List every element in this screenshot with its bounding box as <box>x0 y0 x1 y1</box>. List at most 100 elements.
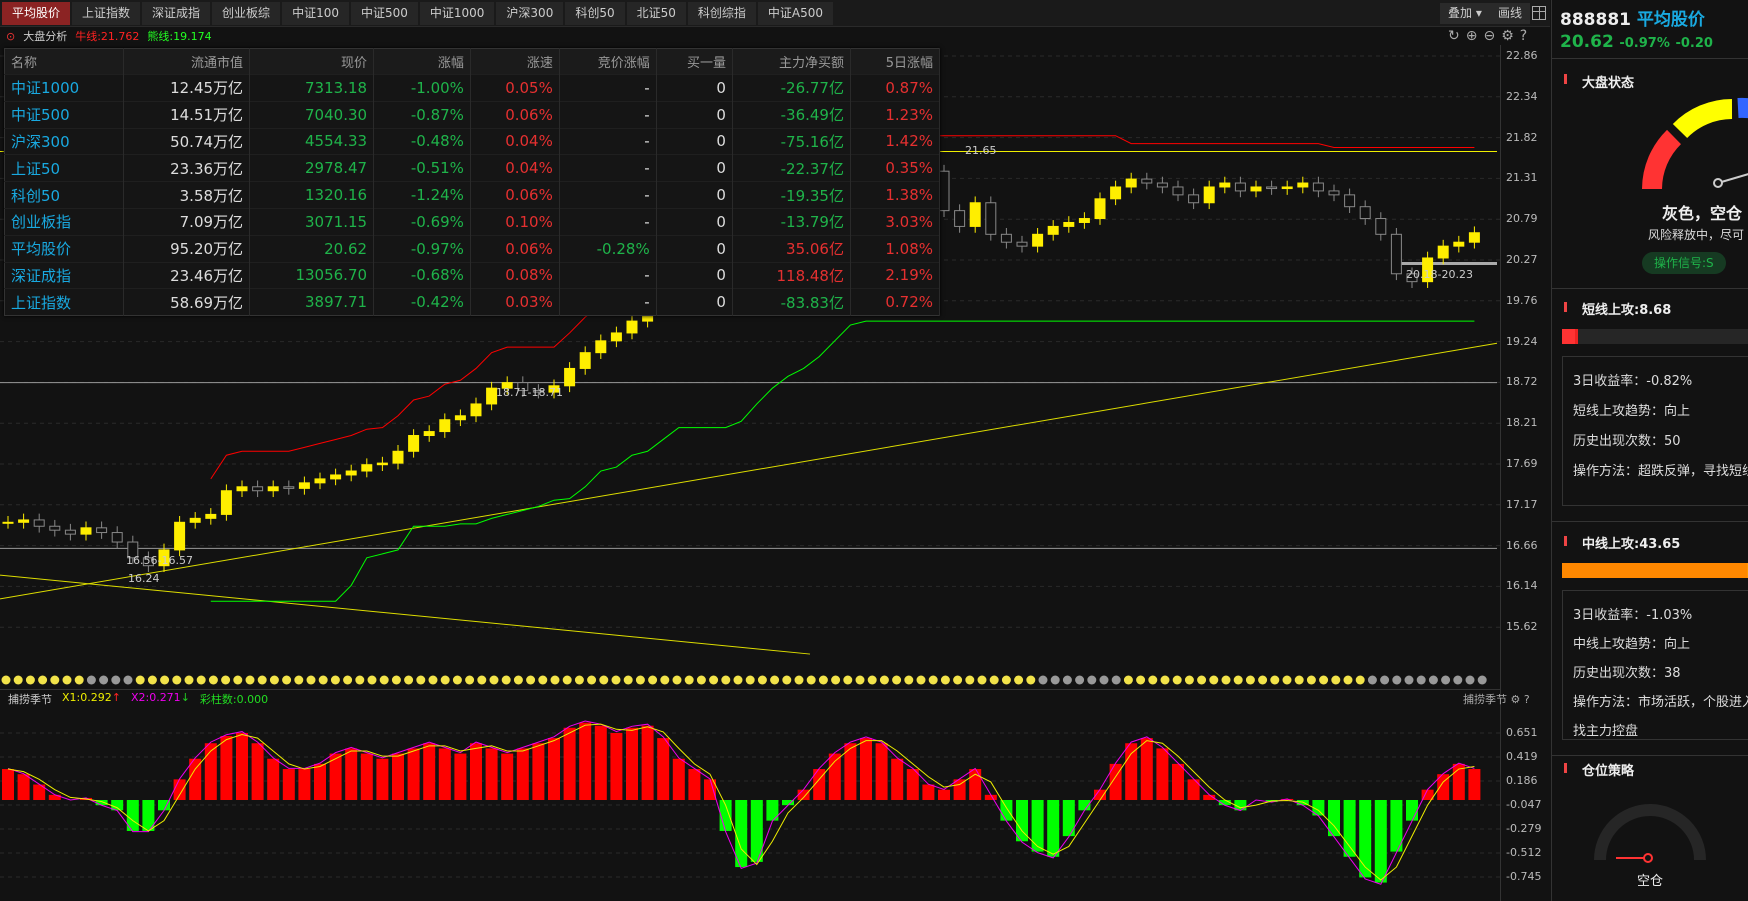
table-cell: 13056.70 <box>249 261 375 289</box>
table-row[interactable]: 平均股价 95.20万亿 20.62 -0.97% 0.06% -0.28% 0 35.06亿… <box>4 234 941 263</box>
table-cell: 50.74万亿 <box>123 127 251 155</box>
signal-dot <box>477 675 487 685</box>
table-row[interactable]: 上证50 23.36万亿 2978.47 -0.51% 0.04% -0 -22.37亿 0.… <box>4 154 941 182</box>
table-cell: 0.04% <box>470 154 560 182</box>
table-cell: 0.05% <box>470 74 560 102</box>
tab-a500[interactable]: 中证A500 <box>757 2 834 25</box>
tab-avg-price[interactable]: 平均股价 <box>2 2 71 25</box>
signal-dot <box>1331 675 1341 685</box>
signal-dot <box>1087 675 1097 685</box>
indicator-bar <box>1343 800 1356 857</box>
tab-kczz[interactable]: 科创综指 <box>687 2 756 25</box>
candle <box>1078 218 1090 223</box>
column-header[interactable]: 涨幅 <box>373 48 471 75</box>
signal-dot <box>135 675 145 685</box>
stock-change: -0.20 <box>1675 36 1713 51</box>
table-cell: -0.51% <box>373 154 471 182</box>
tab-zz500[interactable]: 中证500 <box>350 2 418 25</box>
price-tick: 21.31 <box>1506 171 1538 185</box>
column-header[interactable]: 买一量 <box>656 48 733 75</box>
overlay-button[interactable]: 叠加 ▾ <box>1440 3 1490 24</box>
tab-hs300[interactable]: 沪深300 <box>496 2 564 25</box>
market-gauge <box>1642 97 1748 190</box>
candle <box>1266 186 1278 190</box>
candle <box>1125 178 1137 188</box>
signal-dot <box>428 675 438 685</box>
candle <box>252 486 264 492</box>
position-gauge <box>1594 804 1706 863</box>
candle <box>267 486 279 492</box>
market-state-title: 大盘状态 <box>1582 76 1635 91</box>
price-tick: 18.72 <box>1506 375 1538 389</box>
signal-dot <box>62 675 72 685</box>
help-icon[interactable]: ? <box>1519 28 1534 44</box>
indicator-bar <box>111 800 124 811</box>
tab-cyb[interactable]: 创业板综 <box>212 2 281 25</box>
signal-dot <box>184 675 194 685</box>
draw-line-button[interactable]: 画线 <box>1490 3 1531 24</box>
indicator-settings[interactable]: 捕捞季节 ⚙ ? <box>1463 693 1530 706</box>
bars-count: 彩柱数:0.000 <box>199 693 269 706</box>
column-header[interactable]: 涨速 <box>470 48 560 75</box>
column-header[interactable]: 名称 <box>4 48 125 75</box>
indicator-bar <box>95 800 108 806</box>
table-row[interactable]: 科创50 3.58万亿 1320.16 -1.24% 0.06% -0 -19.35亿 1.3… <box>4 181 941 209</box>
zoom-out-icon[interactable]: ⊖ <box>1483 28 1502 44</box>
table-cell: 沪深300 <box>4 127 125 155</box>
signal-dot <box>1294 675 1304 685</box>
candle <box>80 527 92 535</box>
tab-sz-index[interactable]: 深证成指 <box>142 2 211 25</box>
indicator-bar <box>17 774 30 800</box>
indicator-bar <box>1203 794 1216 800</box>
grid-icon[interactable] <box>1532 6 1546 20</box>
price-tick: 17.69 <box>1506 457 1538 470</box>
candle <box>236 486 248 492</box>
signal-dot <box>501 675 511 685</box>
table-row[interactable]: 中证1000 12.45万亿 7313.18 -1.00% 0.05% -0 -26.77亿… <box>4 74 941 102</box>
operation-signal[interactable]: 操作信号:S <box>1642 252 1726 274</box>
short-attack-bar <box>1562 329 1748 344</box>
candle <box>1406 273 1418 283</box>
column-header[interactable]: 5日涨幅 <box>850 48 941 75</box>
indicator-tick: -0.745 <box>1506 870 1542 883</box>
tab-kc50[interactable]: 科创50 <box>565 2 625 25</box>
table-cell: - <box>559 207 657 236</box>
column-header[interactable]: 主力净买额 <box>732 48 851 75</box>
dropdown-icon[interactable]: ⊙ <box>6 30 16 43</box>
signal-dot <box>86 675 96 685</box>
table-row[interactable]: 创业板指 7.09万亿 3071.15 -0.69% 0.10% -0 -13.79亿 3.0… <box>4 207 941 236</box>
column-header[interactable]: 竞价涨幅 <box>559 48 657 75</box>
refresh-icon[interactable]: ↻ <box>1448 28 1466 44</box>
x2-line <box>7 720 1475 885</box>
gear-icon[interactable]: ⚙ <box>1501 28 1520 44</box>
zoom-in-icon[interactable]: ⊕ <box>1465 28 1484 44</box>
table-row[interactable]: 中证500 14.51万亿 7040.30 -0.87% 0.06% -0 -36.49亿 1… <box>4 100 941 129</box>
signal-dot <box>757 675 767 685</box>
indicator-bar <box>579 722 592 800</box>
indicator-bar <box>282 769 295 800</box>
tab-bz50[interactable]: 北证50 <box>626 2 686 25</box>
candle <box>330 474 342 480</box>
price-tick: 22.86 <box>1506 49 1538 62</box>
tab-zz1000[interactable]: 中证1000 <box>419 2 495 25</box>
table-row[interactable]: 上证指数 58.69万亿 3897.71 -0.42% 0.03% -0 -83.83亿 0.… <box>4 288 941 316</box>
table-cell: 0.06% <box>470 234 560 263</box>
mid-method-cont: 找主力控盘 <box>1573 724 1639 739</box>
indicator-bar <box>407 748 420 800</box>
signal-dot <box>465 675 475 685</box>
signal-dot <box>1 675 11 685</box>
column-header[interactable]: 现价 <box>249 48 375 75</box>
candle <box>174 521 186 551</box>
tab-sh-index[interactable]: 上证指数 <box>72 2 141 25</box>
signal-dot <box>855 675 865 685</box>
candle <box>1203 186 1215 204</box>
table-cell: 0 <box>656 234 733 263</box>
table-row[interactable]: 沪深300 50.74万亿 4554.33 -0.48% 0.04% -0 -75.16亿 1… <box>4 127 941 155</box>
tab-zz100[interactable]: 中证100 <box>282 2 349 25</box>
signal-dot <box>1453 675 1463 685</box>
stock-price: 20.62 <box>1560 32 1614 52</box>
indicator-bar <box>438 748 451 800</box>
indicator-bar <box>1156 748 1169 800</box>
column-header[interactable]: 流通市值 <box>123 48 251 75</box>
table-row[interactable]: 深证成指 23.46万亿 13056.70 -0.68% 0.08% -0 118.48亿 2… <box>4 261 941 289</box>
